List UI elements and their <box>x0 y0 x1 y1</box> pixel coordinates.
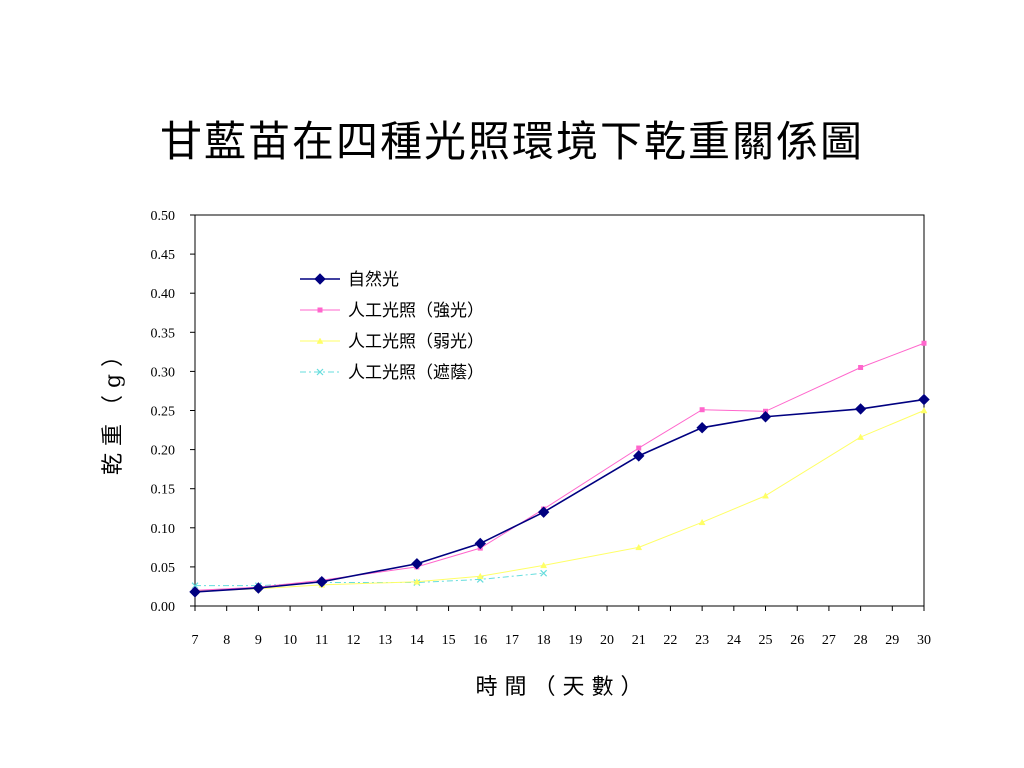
x-tick-label: 8 <box>223 633 230 648</box>
y-tick-label: 0.25 <box>151 405 176 420</box>
legend-marker <box>317 307 323 313</box>
data-point <box>762 492 769 499</box>
legend-label: 人工光照（遮蔭） <box>348 363 484 383</box>
data-point <box>854 403 867 415</box>
x-tick-label: 18 <box>537 633 551 648</box>
x-axis: 7 8 9 10 11 12 13 14 15 16 17 18 19 20 21 22 23 24 25 26 27 2… <box>192 606 931 648</box>
x-tick-label: 17 <box>505 633 519 648</box>
x-tick-label: 12 <box>346 633 360 648</box>
y-tick-label: 0.10 <box>151 522 176 537</box>
x-tick-label: 9 <box>255 633 262 648</box>
x-tick-label: 10 <box>283 633 297 648</box>
x-tick-label: 20 <box>600 633 614 648</box>
data-point <box>699 407 705 413</box>
y-tick-label: 0.15 <box>151 483 176 498</box>
legend-label: 人工光照（弱光） <box>348 332 484 352</box>
legend-item: 人工光照（強光） <box>300 301 484 321</box>
data-point <box>918 393 930 406</box>
data-point <box>411 558 423 570</box>
data-point <box>858 364 864 370</box>
y-tick-label: 0.00 <box>151 600 176 615</box>
x-tick-label: 14 <box>410 633 424 648</box>
legend-marker <box>314 273 326 285</box>
x-tick-label: 13 <box>378 633 392 648</box>
y-tick-label: 0.30 <box>151 365 176 380</box>
plot-area <box>194 214 925 607</box>
data-point <box>540 569 548 577</box>
y-axis-label: 乾 重 （ g ） <box>101 345 126 475</box>
x-tick-label: 21 <box>632 633 646 648</box>
chart-title: 甘藍苗在四種光照環境下乾重關係圖 <box>159 117 864 166</box>
x-tick-label: 26 <box>790 633 804 648</box>
data-point <box>252 582 265 594</box>
data-point <box>698 518 706 526</box>
legend-item: 自然光 <box>300 270 399 290</box>
y-tick-label: 0.45 <box>151 248 176 263</box>
data-point <box>921 340 927 346</box>
data-point <box>476 572 484 580</box>
data-point <box>635 543 643 551</box>
x-tick-label: 11 <box>315 633 328 648</box>
x-tick-label: 25 <box>759 633 773 648</box>
data-point <box>191 582 199 590</box>
series-3 <box>191 406 928 594</box>
data-point <box>633 450 645 462</box>
x-tick-label: 24 <box>727 633 741 648</box>
y-tick-label: 0.35 <box>151 326 176 341</box>
x-tick-label: 22 <box>663 633 677 648</box>
y-axis: 0.00 0.05 0.10 0.15 0.20 0.25 0.30 0.35 0.40 0.45… <box>151 209 195 615</box>
x-tick-label: 7 <box>192 633 199 648</box>
x-tick-label: 29 <box>885 633 899 648</box>
y-tick-label: 0.20 <box>151 444 176 459</box>
x-tick-label: 23 <box>695 633 709 648</box>
y-tick-label: 0.40 <box>151 287 176 302</box>
series-1 <box>189 393 930 598</box>
y-tick-label: 0.05 <box>151 561 176 576</box>
legend-label: 人工光照（強光） <box>348 301 484 321</box>
data-point <box>540 561 548 569</box>
y-tick-label: 0.50 <box>151 209 176 224</box>
data-point <box>920 406 928 414</box>
x-tick-label: 19 <box>568 633 582 648</box>
legend-marker <box>316 337 324 344</box>
x-tick-label: 27 <box>822 633 836 648</box>
legend-item: 人工光照（遮蔭） <box>300 363 484 383</box>
data-point <box>474 537 486 550</box>
x-tick-label: 16 <box>473 633 487 648</box>
data-point <box>696 421 708 434</box>
series-line <box>195 572 544 587</box>
data-point <box>413 578 421 585</box>
legend-marker <box>316 368 324 376</box>
data-point <box>636 445 642 451</box>
x-tick-label: 15 <box>442 633 456 648</box>
x-tick-label: 28 <box>854 633 868 648</box>
legend-label: 自然光 <box>348 270 399 290</box>
x-tick-label: 30 <box>917 633 931 648</box>
data-point <box>857 433 865 440</box>
series-group <box>189 340 930 598</box>
data-point <box>189 586 201 598</box>
legend-item: 人工光照（弱光） <box>300 332 484 352</box>
x-axis-label: 時 間 （ 天 數 ） <box>476 675 643 700</box>
data-point <box>759 411 772 423</box>
data-point <box>316 576 328 588</box>
data-point <box>537 506 550 518</box>
